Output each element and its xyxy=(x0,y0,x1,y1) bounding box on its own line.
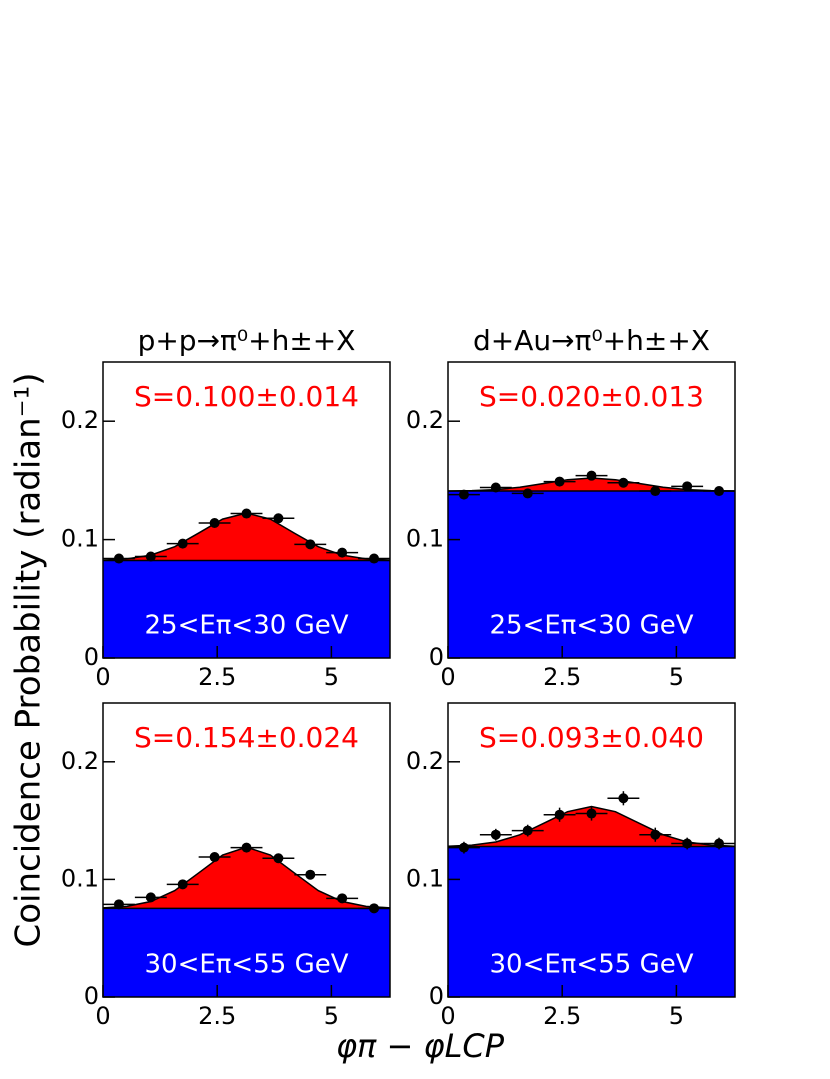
y-tick-label: 0.2 xyxy=(406,747,444,775)
data-point xyxy=(337,547,348,558)
x-tick-label: 2.5 xyxy=(543,1002,581,1030)
data-point xyxy=(305,869,316,880)
y-tick-label: 0.2 xyxy=(61,406,99,434)
plot-frame xyxy=(447,361,736,659)
data-point xyxy=(369,903,380,914)
data-point xyxy=(177,538,188,549)
y-tick-label: 0.1 xyxy=(406,864,444,892)
y-tick-label: 0 xyxy=(84,643,99,671)
data-point xyxy=(618,477,629,488)
data-point xyxy=(241,508,252,519)
data-point xyxy=(145,892,156,903)
data-point xyxy=(522,488,533,499)
data-point xyxy=(490,482,501,493)
data-point xyxy=(586,470,597,481)
x-tick-label: 2.5 xyxy=(198,663,236,691)
data-point xyxy=(522,825,533,836)
panel-title: p+p→π⁰+h±+X xyxy=(138,324,356,357)
data-point xyxy=(714,838,725,849)
data-point xyxy=(209,518,220,529)
data-point xyxy=(714,486,725,497)
x-tick-label: 2.5 xyxy=(198,1002,236,1030)
data-point xyxy=(145,551,156,562)
energy-label: 30<Eπ<55 GeV xyxy=(489,950,693,980)
y-tick-label: 0.2 xyxy=(61,747,99,775)
x-tick-label: 5 xyxy=(669,1002,684,1030)
fit-area xyxy=(103,847,390,909)
x-tick-label: 2.5 xyxy=(543,663,581,691)
x-tick-label: 5 xyxy=(669,663,684,691)
baseline-area xyxy=(103,560,390,658)
y-tick-label: 0 xyxy=(429,643,444,671)
x-axis-label: φπ − φLCP xyxy=(336,1027,505,1065)
data-point xyxy=(305,539,316,550)
panel-title: d+Au→π⁰+h±+X xyxy=(473,324,710,357)
x-tick-label: 0 xyxy=(95,663,110,691)
y-tick-label: 0 xyxy=(429,982,444,1010)
plot-frame xyxy=(447,702,736,998)
plot-frame xyxy=(102,702,391,998)
fit-area xyxy=(103,513,390,561)
data-point xyxy=(113,553,124,564)
data-point xyxy=(618,793,629,804)
fit-annotation: S=0.100±0.014 xyxy=(134,380,359,413)
data-point xyxy=(682,481,693,492)
fit-annotation: S=0.154±0.024 xyxy=(134,721,359,754)
data-point xyxy=(682,838,693,849)
data-point xyxy=(458,842,469,853)
data-point xyxy=(650,829,661,840)
data-point xyxy=(337,893,348,904)
data-point xyxy=(490,829,501,840)
x-tick-label: 0 xyxy=(440,1002,455,1030)
data-point xyxy=(554,476,565,487)
plot-frame xyxy=(102,361,391,659)
data-point xyxy=(554,809,565,820)
y-tick-label: 0.1 xyxy=(61,864,99,892)
y-tick-label: 0.2 xyxy=(406,406,444,434)
data-point xyxy=(586,808,597,819)
y-tick-label: 0.1 xyxy=(406,525,444,553)
data-point xyxy=(650,486,661,497)
x-tick-label: 0 xyxy=(95,1002,110,1030)
data-point xyxy=(273,853,284,864)
fit-annotation: S=0.093±0.040 xyxy=(479,721,704,754)
x-tick-label: 5 xyxy=(324,1002,339,1030)
data-point xyxy=(241,842,252,853)
baseline-area xyxy=(448,491,735,658)
baseline-area xyxy=(448,846,735,997)
data-point xyxy=(273,513,284,524)
data-point xyxy=(113,899,124,910)
data-point xyxy=(369,553,380,564)
data-point xyxy=(209,852,220,863)
energy-label: 30<Eπ<55 GeV xyxy=(144,950,348,980)
baseline-area xyxy=(103,908,390,997)
y-tick-label: 0 xyxy=(84,982,99,1010)
energy-label: 25<Eπ<30 GeV xyxy=(489,611,693,641)
data-point xyxy=(177,879,188,890)
data-point xyxy=(458,489,469,500)
energy-label: 25<Eπ<30 GeV xyxy=(144,611,348,641)
y-tick-label: 0.1 xyxy=(61,525,99,553)
x-tick-label: 0 xyxy=(440,663,455,691)
x-tick-label: 5 xyxy=(324,663,339,691)
fit-annotation: S=0.020±0.013 xyxy=(479,380,704,413)
y-axis-label: Coincidence Probability (radian⁻¹) xyxy=(9,372,49,947)
fit-area xyxy=(448,806,735,847)
